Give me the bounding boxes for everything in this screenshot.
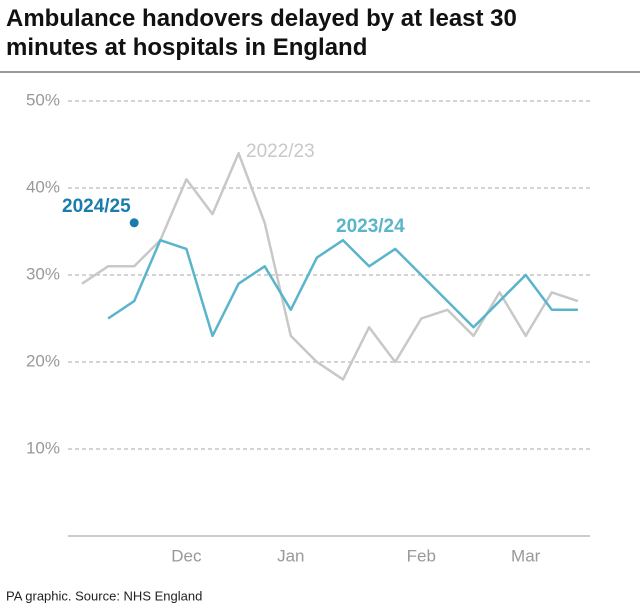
y-tick-label: 50% [26, 90, 60, 109]
point [129, 218, 139, 228]
x-tick-label: Feb [407, 546, 436, 565]
x-tick-label: Mar [511, 546, 541, 565]
series-label: 2024/25 [62, 196, 131, 217]
chart-title: Ambulance handovers delayed by at least … [6, 5, 524, 61]
y-tick-label: 40% [26, 177, 60, 196]
title-line: minutes at hospitals in England [6, 34, 367, 61]
series-label: 2022/23 [246, 141, 315, 162]
y-tick-label: 10% [26, 438, 60, 457]
series-line [107, 238, 578, 338]
x-tick-label: Dec [171, 546, 202, 565]
y-tick-label: 30% [26, 264, 60, 283]
title-line: Ambulance handovers delayed by at least … [6, 5, 517, 32]
source: PA graphic. Source: NHS England [6, 588, 202, 603]
series-line [81, 151, 579, 381]
x-tick-label: Jan [277, 546, 304, 565]
series-label: 2023/24 [336, 216, 405, 237]
y-tick-label: 20% [26, 351, 60, 370]
